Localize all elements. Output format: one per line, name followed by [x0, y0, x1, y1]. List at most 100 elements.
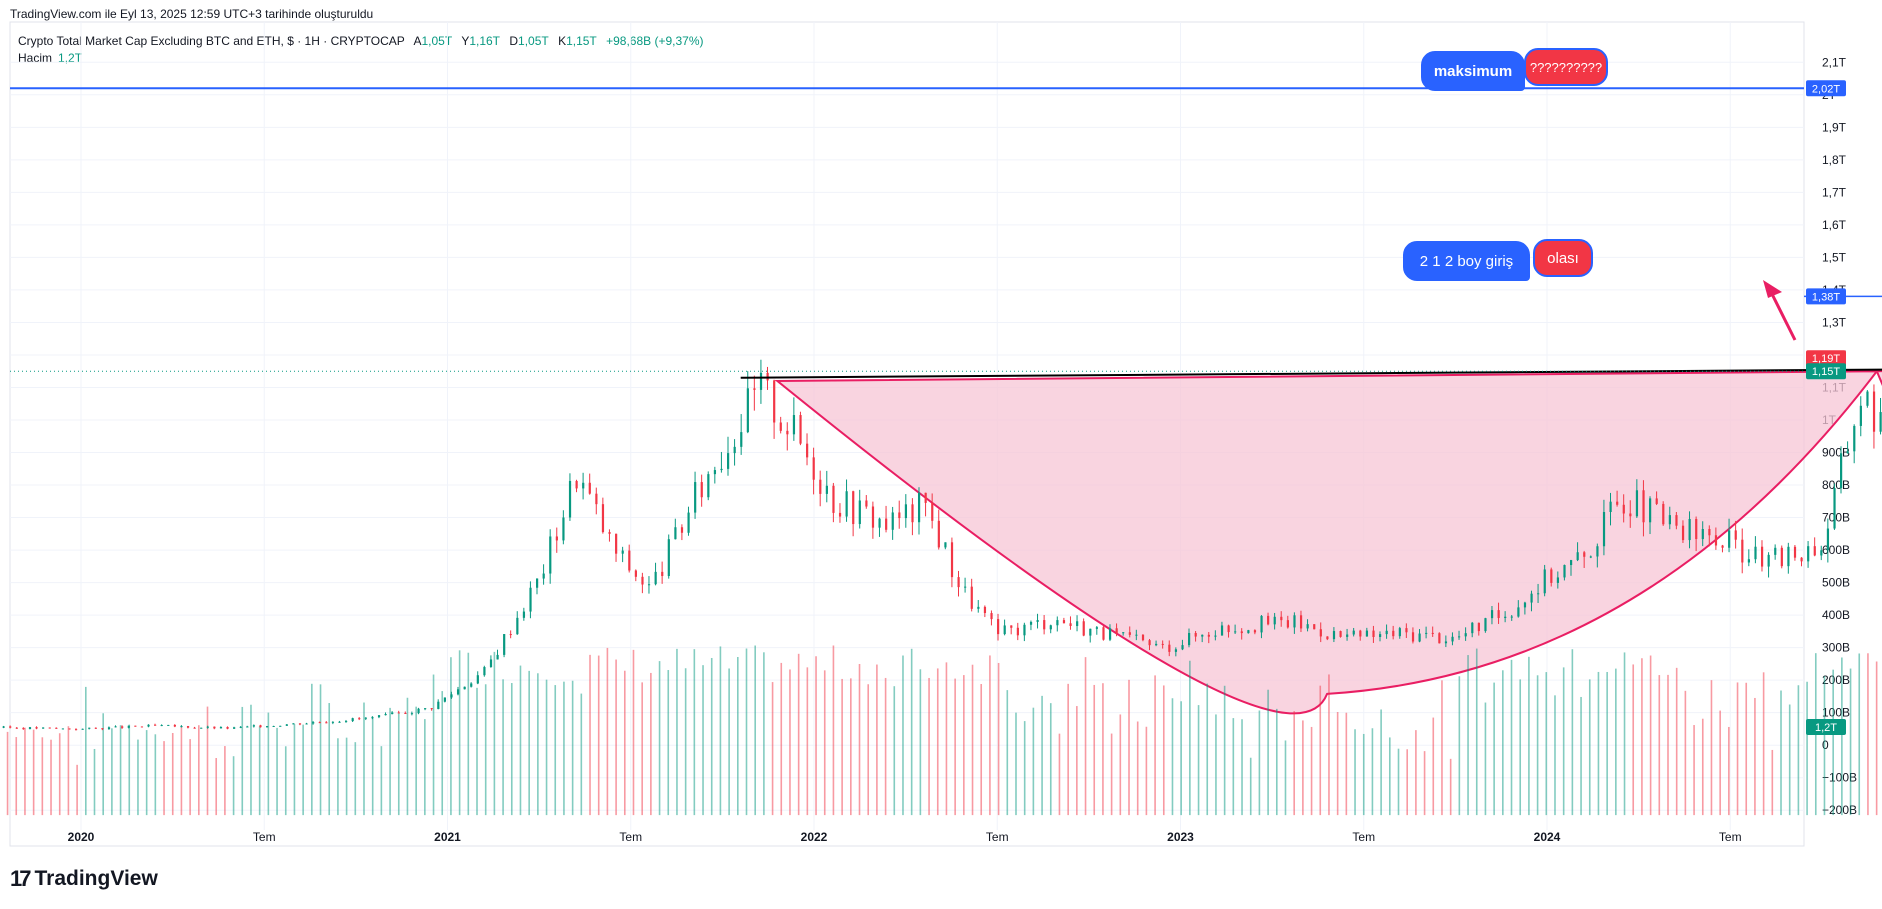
candle-body: [107, 727, 111, 730]
candle-body: [1760, 546, 1764, 567]
volume-bar: [458, 650, 461, 816]
volume-bar: [145, 730, 148, 816]
candle-body: [1602, 512, 1606, 547]
candle-body: [1879, 412, 1882, 432]
candle-body: [1418, 633, 1421, 642]
volume-bar: [632, 649, 635, 816]
arrow-shaft: [1768, 289, 1797, 341]
snapshot-note: TradingView.com ile Eyl 13, 2025 12:59 U…: [10, 7, 374, 21]
candle-body: [786, 430, 789, 435]
max-annotation[interactable]: maksimum: [1421, 51, 1525, 91]
candle-body: [819, 479, 822, 494]
candle-body: [1688, 518, 1691, 541]
volume-bar: [1432, 717, 1435, 816]
candle-body: [1576, 552, 1579, 561]
candle-body: [1267, 615, 1270, 625]
price-badge: [1806, 363, 1846, 380]
candle-body: [1563, 565, 1566, 578]
candle-body: [1346, 634, 1349, 637]
volume-bar: [1162, 685, 1165, 816]
candle-body: [22, 728, 25, 730]
volume-bar: [1197, 705, 1200, 816]
candle-body: [147, 724, 150, 727]
candle-body: [1359, 630, 1362, 637]
volume-bar: [1849, 668, 1852, 816]
y-tick-label: 500B: [1822, 576, 1850, 590]
candle-body: [555, 536, 558, 541]
candle-body: [94, 727, 97, 729]
candle-body: [1405, 628, 1408, 633]
candle-body: [1655, 498, 1658, 504]
volume-bar: [1562, 667, 1565, 816]
volume-bar: [1180, 701, 1182, 816]
candle-body: [674, 527, 677, 540]
volume-bar: [1484, 702, 1487, 816]
price-badge: [1806, 80, 1846, 97]
volume-bar: [476, 687, 478, 816]
candle-body: [898, 512, 901, 519]
volume-bar: [1449, 758, 1452, 816]
candle-body: [88, 727, 91, 729]
volume-bar: [1710, 680, 1713, 816]
volume-bar: [1545, 672, 1548, 816]
candle-body: [1260, 615, 1263, 633]
x-tick-label: 2020: [68, 830, 95, 844]
candle-body: [1734, 530, 1737, 540]
candle-body: [1029, 621, 1033, 625]
candle-body: [1721, 545, 1724, 548]
volume-legend[interactable]: Hacim 1,2T: [18, 51, 82, 65]
candle-body: [726, 453, 730, 469]
volume-bar: [902, 655, 904, 816]
volume-bar: [1728, 726, 1730, 816]
volume-bar: [102, 713, 104, 816]
candle-body: [404, 712, 407, 714]
candle-body: [1635, 490, 1639, 517]
candle-body: [615, 533, 618, 554]
candle-body: [1510, 616, 1513, 618]
volume-bar: [971, 664, 974, 816]
entry-annotation[interactable]: 2 1 2 boy giriş: [1403, 241, 1530, 281]
tradingview-brand[interactable]: 17 TradingView: [10, 866, 158, 892]
volume-bar: [823, 670, 826, 816]
volume-bar: [441, 691, 444, 816]
candle-body: [1813, 546, 1816, 556]
candle-body: [1056, 620, 1059, 626]
candle-body: [1438, 633, 1441, 644]
ohlc-open: A1,05T: [413, 34, 453, 48]
y-tick-label: 300B: [1822, 641, 1850, 655]
volume-bar: [15, 737, 18, 816]
volume-bar: [1771, 749, 1774, 816]
volume-bar: [424, 719, 426, 816]
volume-bar: [1754, 697, 1756, 816]
candle-body: [1569, 560, 1573, 566]
volume-bar: [1015, 712, 1017, 816]
candle-body: [1642, 490, 1645, 523]
candle-body: [1016, 627, 1019, 636]
candle-body: [1543, 569, 1546, 594]
volume-bar: [76, 764, 78, 816]
candle-body: [140, 726, 144, 728]
volume-bar: [1623, 652, 1626, 816]
candle-body: [1800, 557, 1803, 562]
price-badge-label: 1,2T: [1815, 722, 1837, 734]
volume-bar: [137, 739, 139, 816]
candle-body: [42, 727, 45, 729]
candle-body: [1299, 615, 1303, 629]
candle-body: [1458, 636, 1461, 638]
volume-bar: [1032, 707, 1035, 816]
price-badge: [1806, 350, 1846, 367]
volume-bar: [858, 664, 861, 816]
y-tick-label: −200B: [1822, 803, 1857, 817]
entry-tag-annotation[interactable]: olası: [1533, 239, 1593, 277]
candle-body: [601, 504, 605, 533]
candle-body: [970, 586, 973, 609]
volume-bar: [997, 662, 1000, 816]
max-question-annotation[interactable]: ??????????: [1524, 48, 1608, 86]
candle-body: [832, 485, 835, 513]
volume-bar: [493, 651, 496, 816]
candle-body: [1168, 644, 1171, 652]
candle-body: [1840, 453, 1843, 489]
volume-bar: [111, 728, 113, 816]
candle-body: [1774, 547, 1777, 555]
